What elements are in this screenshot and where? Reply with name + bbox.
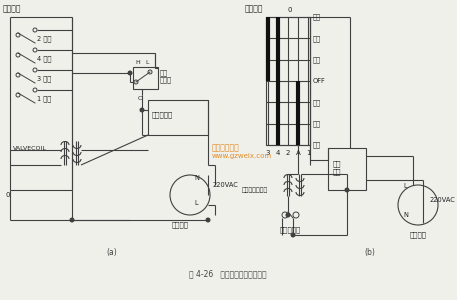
Circle shape xyxy=(128,71,132,75)
Text: 220VAC: 220VAC xyxy=(213,182,239,188)
Text: 4: 4 xyxy=(276,150,280,156)
Text: 除霜温控器: 除霜温控器 xyxy=(280,227,301,233)
Bar xyxy=(266,17,310,145)
Text: 2 高风: 2 高风 xyxy=(37,36,51,42)
Text: 主控开关: 主控开关 xyxy=(3,4,21,14)
Text: 高冷: 高冷 xyxy=(313,14,321,20)
Text: N: N xyxy=(403,212,408,218)
Text: 2: 2 xyxy=(286,150,290,156)
Text: C: C xyxy=(138,95,143,101)
Bar xyxy=(133,67,158,89)
Text: 低冷: 低冷 xyxy=(313,35,321,42)
Text: 电机: 电机 xyxy=(333,169,341,175)
Circle shape xyxy=(286,213,290,217)
Circle shape xyxy=(206,218,210,222)
Text: 220VAC: 220VAC xyxy=(430,197,456,203)
Text: 1 低风: 1 低风 xyxy=(37,96,51,102)
Text: A: A xyxy=(296,150,300,156)
Text: 4 制冷: 4 制冷 xyxy=(37,56,51,62)
Text: VALVECOIL: VALVECOIL xyxy=(13,146,47,151)
Text: 低风: 低风 xyxy=(313,99,321,106)
Text: 高风: 高风 xyxy=(313,56,321,63)
Text: (a): (a) xyxy=(106,248,117,256)
Circle shape xyxy=(140,108,144,112)
Text: L: L xyxy=(403,183,407,189)
Bar xyxy=(148,100,208,135)
Text: 0: 0 xyxy=(6,192,11,198)
Circle shape xyxy=(70,218,74,222)
Text: 温控器: 温控器 xyxy=(160,77,172,83)
Text: 低热: 低热 xyxy=(313,120,321,127)
Text: 0: 0 xyxy=(287,7,292,13)
Bar xyxy=(328,148,366,190)
Text: 3 制热: 3 制热 xyxy=(37,76,51,82)
Text: 四通换向阀线圈: 四通换向阀线圈 xyxy=(242,187,268,193)
Text: 主控开关: 主控开关 xyxy=(245,4,264,14)
Text: 3: 3 xyxy=(266,150,270,156)
Circle shape xyxy=(291,233,295,237)
Text: www.gzweix.com: www.gzweix.com xyxy=(212,153,272,159)
Text: L: L xyxy=(145,61,149,65)
Text: 电源插头: 电源插头 xyxy=(171,222,188,228)
Text: 压缩机电路: 压缩机电路 xyxy=(152,112,173,118)
Text: N: N xyxy=(194,175,199,181)
Text: (b): (b) xyxy=(365,248,376,256)
Text: 冷暖: 冷暖 xyxy=(160,70,168,76)
Text: H: H xyxy=(135,61,140,65)
Text: 精通维修下载: 精通维修下载 xyxy=(212,143,240,152)
Text: OFF: OFF xyxy=(313,78,326,84)
Text: 高热: 高热 xyxy=(313,142,321,148)
Text: 电源插头: 电源插头 xyxy=(409,232,426,238)
Circle shape xyxy=(345,188,349,192)
Text: 风扇: 风扇 xyxy=(333,161,341,167)
Text: L: L xyxy=(194,200,197,206)
Text: 图 4-26   机械控制式四通阀电路: 图 4-26 机械控制式四通阀电路 xyxy=(189,269,267,278)
Text: 1: 1 xyxy=(306,150,310,156)
